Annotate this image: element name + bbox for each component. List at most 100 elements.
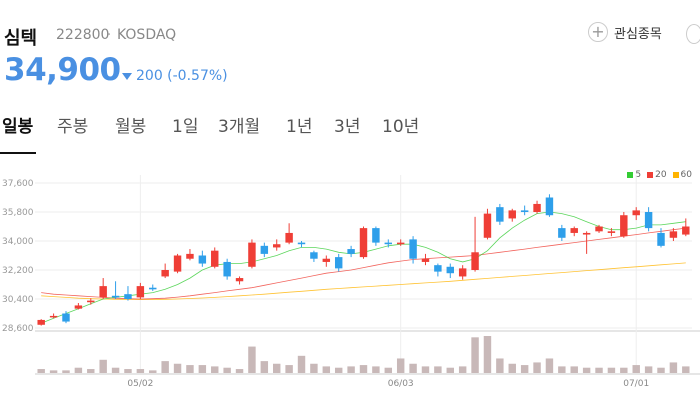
watchlist-label: 관심종목 [614, 26, 662, 42]
candle-body [434, 265, 442, 272]
candle-body [359, 228, 368, 258]
y-tick-label: 37,600 [2, 179, 34, 189]
volume-bar [595, 367, 603, 373]
volume-bar [285, 365, 293, 373]
candle-body [558, 228, 566, 238]
volume-bar [582, 367, 591, 373]
y-tick-label: 32,200 [2, 266, 34, 276]
candle-body [372, 228, 380, 243]
volume-bar [607, 367, 616, 373]
candle-body [334, 257, 343, 269]
candle-body [669, 231, 678, 238]
tab-1day[interactable]: 1일 [172, 117, 199, 137]
tab-3months[interactable]: 3개월 [218, 117, 261, 137]
candle-body [347, 249, 355, 254]
volume-bar [570, 366, 578, 373]
volume-bar [161, 361, 169, 373]
volume-bar [545, 358, 554, 373]
candle-body [136, 286, 145, 298]
volume-bar [434, 366, 442, 373]
candle-body [458, 268, 467, 277]
x-tick-label: 05/02 [127, 379, 153, 389]
candle-body [235, 278, 244, 282]
volume-bar [620, 367, 628, 373]
candle-body [173, 255, 182, 272]
tab-10years[interactable]: 10년 [382, 117, 420, 137]
volume-bar [322, 366, 331, 373]
candle-body [161, 270, 169, 277]
candle-body [620, 215, 628, 237]
tab-1year[interactable]: 1년 [286, 117, 313, 137]
volume-bar [533, 362, 541, 373]
tab-3years[interactable]: 3년 [334, 117, 361, 137]
candle-body [198, 255, 207, 264]
tab-weekly[interactable]: 주봉 [57, 117, 89, 137]
x-tick-label: 07/01 [623, 379, 649, 389]
volume-bar [520, 365, 529, 373]
volume-bar [669, 362, 678, 373]
candle-body [483, 213, 492, 238]
volume-bar [248, 346, 256, 373]
volume-bar [334, 367, 343, 373]
volume-bar [657, 367, 665, 373]
legend-ma60: 60 [672, 170, 692, 180]
candle-body [186, 253, 194, 259]
y-tick-label: 35,800 [2, 208, 34, 218]
plus-icon: + [588, 22, 608, 42]
volume-bar [211, 366, 219, 373]
volume-bar [372, 366, 380, 373]
more-icon[interactable] [686, 24, 700, 44]
ma60-line [41, 262, 686, 301]
candle-body [37, 319, 45, 325]
candle-body [409, 239, 417, 259]
candle-body [446, 266, 454, 274]
period-tabs: 일봉 주봉 월봉 1일 3개월 1년 3년 10년 [0, 112, 700, 154]
volume-bar [384, 367, 393, 373]
volume-bar [310, 363, 318, 373]
volume-bar [396, 358, 405, 373]
volume-bar [223, 367, 231, 373]
tab-daily[interactable]: 일봉 [2, 117, 34, 137]
volume-bar [186, 365, 194, 373]
candle-body [607, 231, 616, 233]
volume-bar [99, 359, 107, 373]
candle-body [62, 313, 70, 322]
volume-bar [62, 370, 70, 373]
volume-bar [496, 358, 504, 373]
candle-body [124, 294, 132, 299]
add-watchlist-button[interactable]: + 관심종목 [588, 22, 662, 42]
volume-bar [87, 369, 95, 373]
volume-bar [49, 370, 58, 373]
candle-body [260, 245, 269, 254]
volume-bar [446, 367, 454, 373]
candle-body [520, 210, 529, 212]
candle-body [533, 203, 541, 212]
candle-body [248, 242, 256, 267]
volume-bar [260, 361, 269, 373]
candle-body [384, 242, 393, 245]
y-tick-label: 28,600 [2, 324, 34, 334]
candle-body [223, 261, 231, 277]
candle-body [297, 242, 306, 245]
candle-body [657, 232, 665, 246]
candle-body [421, 258, 430, 262]
volume-bar [682, 366, 690, 373]
volume-bar [297, 355, 306, 373]
volume-bar [508, 363, 516, 373]
volume-bar [421, 366, 430, 373]
candle-body [285, 232, 293, 243]
candle-body [273, 244, 281, 248]
candle-body [211, 250, 219, 267]
candle-body [595, 226, 603, 232]
candle-body [74, 305, 83, 309]
stock-code: 222800 [56, 27, 110, 43]
price-chart[interactable]: 37,600 35,800 34,000 32,200 30,400 28,600 05/0… [0, 160, 700, 400]
volume-bar [198, 365, 207, 373]
volume-bar [111, 367, 120, 373]
volume-bar [644, 366, 653, 373]
volume-bar [409, 363, 417, 373]
y-tick-label: 34,000 [2, 237, 34, 247]
candle-body [87, 300, 95, 303]
candle-body [545, 197, 554, 216]
tab-monthly[interactable]: 월봉 [115, 117, 147, 137]
